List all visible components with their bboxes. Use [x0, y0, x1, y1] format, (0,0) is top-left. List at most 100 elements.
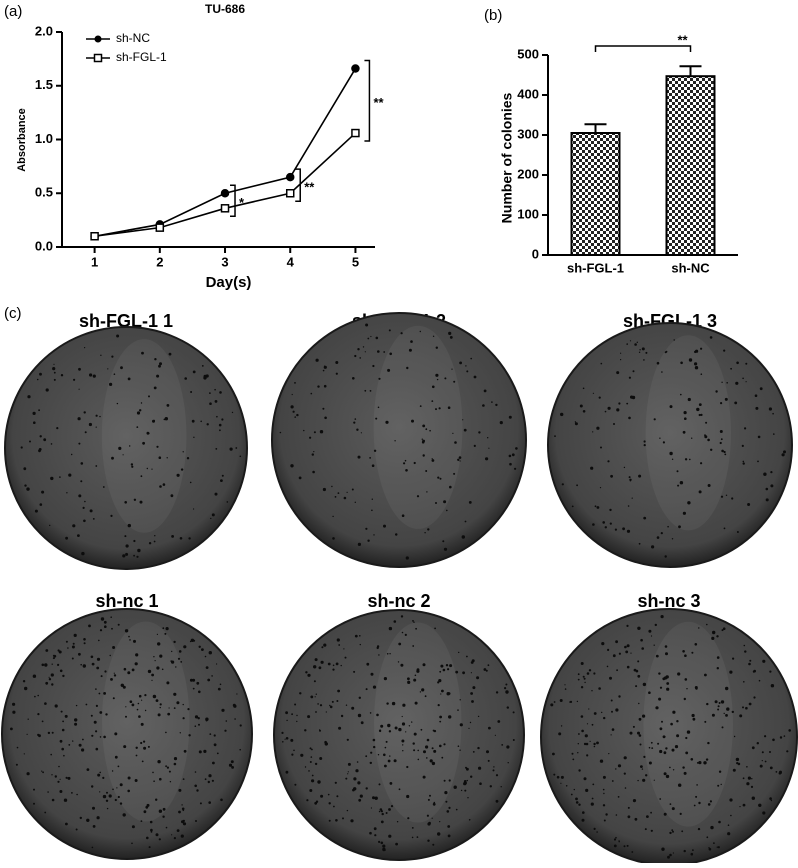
colony-dot: [754, 394, 758, 398]
colony-dot: [153, 780, 155, 782]
colony-dot: [744, 650, 747, 653]
colony-dot: [293, 749, 295, 752]
colony-dot: [152, 771, 154, 774]
colony-dot: [654, 623, 657, 627]
colony-dot: [148, 846, 151, 849]
colony-dot: [683, 697, 686, 701]
colony-dot: [335, 372, 338, 375]
colony-dot: [49, 524, 51, 527]
colony-dot: [83, 411, 86, 414]
colony-dot: [462, 671, 465, 675]
plate-label: sh-nc 2: [367, 591, 430, 611]
colony-dot: [65, 536, 68, 540]
colony-dot: [37, 713, 40, 716]
colony-dot: [664, 555, 667, 558]
colony-dot: [431, 458, 433, 460]
colony-dot: [373, 745, 376, 749]
colony-dot: [684, 678, 688, 681]
colony-dot: [372, 738, 376, 742]
colony-dot: [192, 687, 195, 690]
colony-dot: [300, 753, 304, 757]
colony-dot: [765, 498, 769, 502]
colony-dot: [424, 695, 427, 698]
colony-dot: [602, 804, 606, 807]
colony-dot: [638, 734, 642, 737]
colony-dot: [703, 761, 707, 765]
colony-dot: [33, 788, 35, 791]
colony-dot: [637, 779, 639, 782]
colony-dot: [663, 772, 667, 776]
x-tick-label: 1: [91, 254, 98, 269]
colony-dot: [736, 361, 739, 365]
colony-dot: [427, 839, 430, 842]
colony-dot: [775, 771, 778, 773]
colony-dot: [402, 703, 406, 707]
colony-dot: [171, 535, 175, 538]
colony-dot: [47, 791, 49, 793]
colony-dot: [708, 847, 712, 851]
colony-dot: [414, 674, 417, 677]
colony-dot: [159, 485, 162, 488]
colony-dot: [389, 352, 393, 356]
colony-dot: [376, 645, 380, 648]
colony-dot: [23, 467, 27, 471]
colony-dot: [394, 726, 398, 730]
colony-dot: [582, 410, 586, 413]
colony-dot: [178, 650, 182, 653]
colony-dot: [51, 798, 55, 802]
colony-dot: [433, 729, 437, 733]
colony-dot: [152, 694, 157, 699]
colony-dot: [607, 460, 610, 463]
colony-dot: [623, 756, 627, 760]
colony-dot: [332, 515, 334, 518]
colony-dot: [84, 347, 86, 349]
colony-dot: [666, 682, 670, 685]
colony-dot: [447, 668, 450, 671]
colony-dot: [236, 693, 238, 695]
colony-dot: [470, 672, 472, 674]
colony-dot: [380, 841, 384, 845]
colony-dot: [393, 620, 397, 623]
colony-dot: [85, 703, 88, 706]
colony-dot: [178, 788, 182, 792]
colony-dot: [650, 811, 652, 814]
colony-dot: [501, 744, 504, 746]
colony-dot: [73, 633, 77, 638]
colony-dot: [159, 703, 162, 706]
colony-dot: [72, 642, 75, 645]
colony-dot: [309, 436, 312, 439]
colony-dot: [459, 749, 461, 751]
colony-dot: [111, 770, 114, 772]
colony-dot: [298, 476, 302, 480]
colony-dot: [461, 535, 465, 539]
colony-dot: [143, 746, 147, 750]
colony-dot: [141, 351, 144, 355]
colony-dot: [112, 788, 114, 791]
colony-dot: [226, 501, 229, 503]
colony-dot: [573, 788, 575, 791]
colony-dot: [143, 740, 146, 743]
plate-photo: [271, 312, 527, 568]
colony-dot: [422, 454, 425, 457]
y-axis-label: Number of colonies: [499, 92, 515, 223]
colony-dot: [609, 522, 612, 525]
colony-dot: [59, 778, 61, 780]
colony-dot: [373, 827, 377, 831]
colony-dot: [723, 450, 726, 454]
colony-dot: [162, 627, 165, 630]
colony-dot: [354, 354, 357, 358]
colony-dot: [347, 762, 351, 766]
colony-dot: [157, 760, 161, 764]
colony-dot: [642, 682, 647, 687]
colony-dot: [618, 840, 620, 842]
colony-dot: [483, 668, 487, 671]
colony-dot: [592, 392, 595, 394]
colony-dot: [592, 431, 594, 433]
colony-dot: [700, 373, 703, 376]
colony-dot: [343, 648, 345, 650]
colony-dot: [671, 807, 675, 811]
colony-dot: [581, 729, 584, 733]
colony-dot: [377, 754, 380, 756]
colony-dot: [660, 532, 663, 535]
